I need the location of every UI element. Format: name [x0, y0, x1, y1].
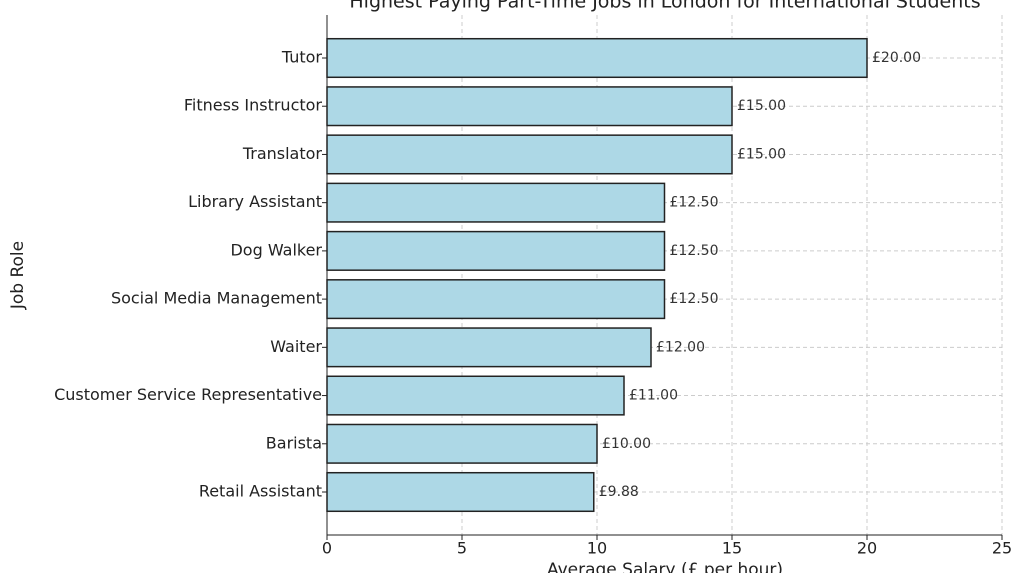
y-tick-label: Barista — [266, 433, 322, 452]
x-tick-label: 20 — [857, 539, 877, 558]
bar — [326, 471, 595, 513]
bar — [326, 375, 625, 416]
bar — [326, 327, 652, 368]
value-label: £12.50 — [670, 291, 719, 307]
bar — [326, 279, 666, 320]
value-label: £15.00 — [737, 98, 786, 114]
value-label: £9.88 — [599, 484, 639, 500]
value-label: £11.00 — [629, 388, 678, 404]
bar — [326, 230, 666, 271]
y-tick-label: Customer Service Representative — [54, 385, 322, 404]
y-tick-label: Social Media Management — [111, 289, 322, 308]
x-tick-label: 0 — [322, 539, 332, 558]
bar — [326, 423, 598, 464]
y-tick-label: Library Assistant — [188, 192, 322, 211]
x-tick-label: 15 — [722, 539, 742, 558]
bar — [326, 86, 733, 127]
y-tick-label: Fitness Instructor — [184, 96, 323, 115]
value-label: £15.00 — [737, 146, 786, 162]
x-tick-label: 10 — [587, 539, 607, 558]
value-label: £12.50 — [670, 243, 719, 259]
x-tick-label: 5 — [457, 539, 467, 558]
value-label: £20.00 — [872, 50, 921, 66]
x-tick-label: 25 — [992, 539, 1012, 558]
y-tick-label: Translator — [242, 144, 323, 163]
chart-title: Highest Paying Part-Time Jobs in London … — [349, 0, 980, 13]
y-axis-label: Job Role — [8, 241, 28, 310]
value-label: £12.50 — [670, 195, 719, 211]
y-tick-label: Tutor — [281, 48, 323, 67]
value-label: £10.00 — [602, 436, 651, 452]
bar — [326, 134, 733, 175]
value-label: £12.00 — [656, 339, 705, 355]
y-tick-label: Dog Walker — [230, 240, 322, 259]
y-tick-label: Retail Assistant — [199, 482, 322, 501]
y-tick-label: Waiter — [270, 337, 322, 356]
bar — [326, 37, 868, 79]
bar — [326, 182, 666, 223]
x-axis-label: Average Salary (£ per hour) — [547, 560, 783, 573]
